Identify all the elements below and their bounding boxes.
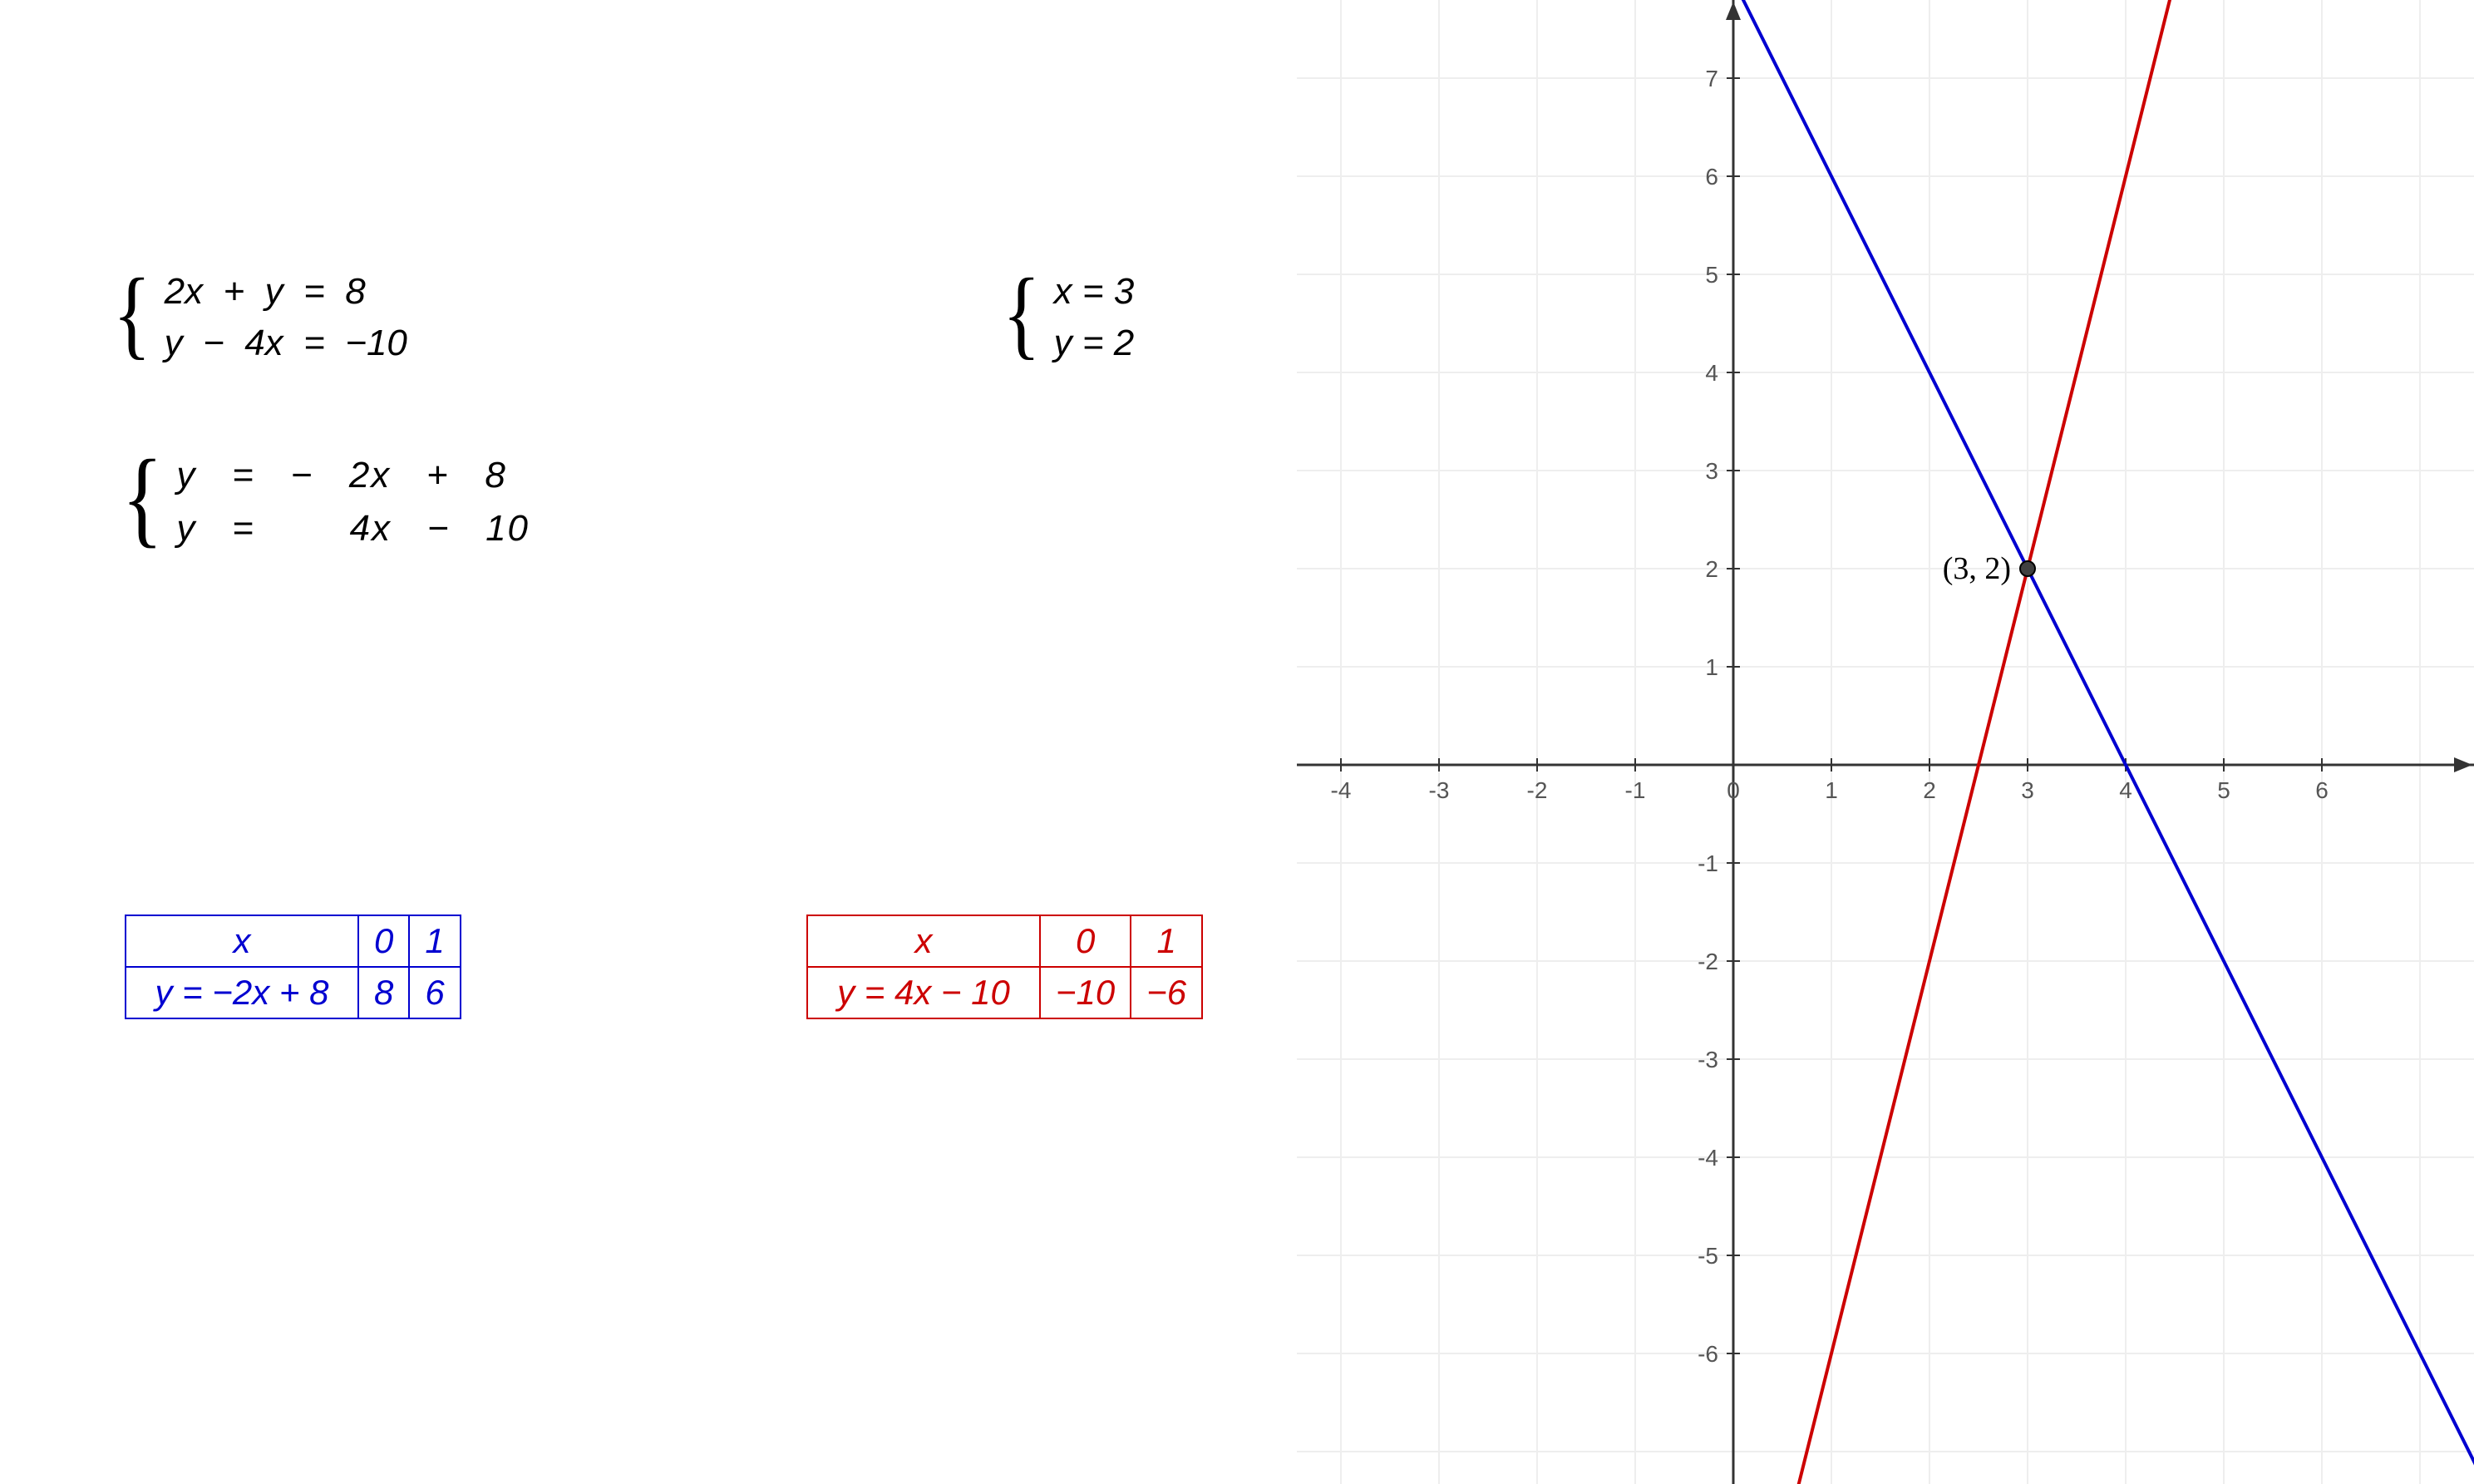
table-cell: −6: [1131, 967, 1202, 1018]
svg-text:-1: -1: [1698, 850, 1718, 876]
svg-text:3: 3: [1705, 458, 1718, 484]
svg-text:-6: -6: [1698, 1341, 1718, 1367]
table-header-var: x: [807, 915, 1040, 967]
svg-text:0: 0: [1727, 777, 1740, 803]
graph-svg: -4 -3 -2 -1 0 1 2 3 4 5 6 -6 -5 -4 -3 -2 -1 1 2 3 4 5 6 7 (3, 2): [1297, 0, 2474, 1484]
svg-text:1: 1: [1705, 654, 1718, 680]
svg-text:-5: -5: [1698, 1243, 1718, 1269]
svg-text:1: 1: [1825, 777, 1838, 803]
svg-text:2: 2: [1923, 777, 1936, 803]
system-solution: { x = 3 y = 2: [998, 266, 1134, 369]
svg-text:-2: -2: [1698, 949, 1718, 974]
table-header-col: 1: [1131, 915, 1202, 967]
system-equations-original: { 2x + y = 8 y − 4x = −10: [108, 266, 407, 369]
equation-line: y = 2: [1054, 318, 1135, 369]
equation-line: x = 3: [1054, 266, 1135, 318]
table-header-col: 0: [358, 915, 409, 967]
svg-text:-4: -4: [1698, 1145, 1718, 1171]
svg-text:5: 5: [1705, 262, 1718, 288]
svg-text:-3: -3: [1698, 1047, 1718, 1072]
table-row-label: y = −2x + 8: [126, 967, 358, 1018]
svg-text:4: 4: [2119, 777, 2132, 803]
brace-icon: {: [121, 444, 163, 552]
table-cell: −10: [1040, 967, 1131, 1018]
svg-text:7: 7: [1705, 66, 1718, 91]
svg-text:-2: -2: [1527, 777, 1548, 803]
svg-text:2: 2: [1705, 556, 1718, 582]
svg-text:5: 5: [2217, 777, 2230, 803]
brace-icon: {: [113, 264, 151, 363]
svg-text:6: 6: [1705, 164, 1718, 190]
equation-line: y = − 2x + 8: [176, 449, 530, 502]
system-equations-slope-form: { y = − 2x + 8 y = 4x − 10: [116, 449, 530, 555]
svg-text:-3: -3: [1429, 777, 1450, 803]
brace-icon: {: [1003, 264, 1041, 363]
svg-text:3: 3: [2021, 777, 2034, 803]
coordinate-graph: -4 -3 -2 -1 0 1 2 3 4 5 6 -6 -5 -4 -3 -2 -1 1 2 3 4 5 6 7 (3, 2): [1297, 0, 2474, 1484]
equation-line: y = 4x − 10: [176, 502, 530, 555]
table-header-var: x: [126, 915, 358, 967]
svg-text:6: 6: [2315, 777, 2329, 803]
table-row-label: y = 4x − 10: [807, 967, 1040, 1018]
equation-line: y − 4x = −10: [165, 318, 407, 369]
table-cell: 6: [409, 967, 460, 1018]
table-header-col: 0: [1040, 915, 1131, 967]
equation-line: 2x + y = 8: [165, 266, 407, 318]
svg-text:(3, 2): (3, 2): [1943, 551, 2011, 586]
table-cell: 8: [358, 967, 409, 1018]
table-header-col: 1: [409, 915, 460, 967]
svg-text:-1: -1: [1625, 777, 1646, 803]
value-table-blue: x 0 1 y = −2x + 8 8 6: [125, 915, 461, 1019]
value-table-red: x 0 1 y = 4x − 10 −10 −6: [806, 915, 1203, 1019]
svg-text:-4: -4: [1331, 777, 1352, 803]
svg-text:4: 4: [1705, 360, 1718, 386]
